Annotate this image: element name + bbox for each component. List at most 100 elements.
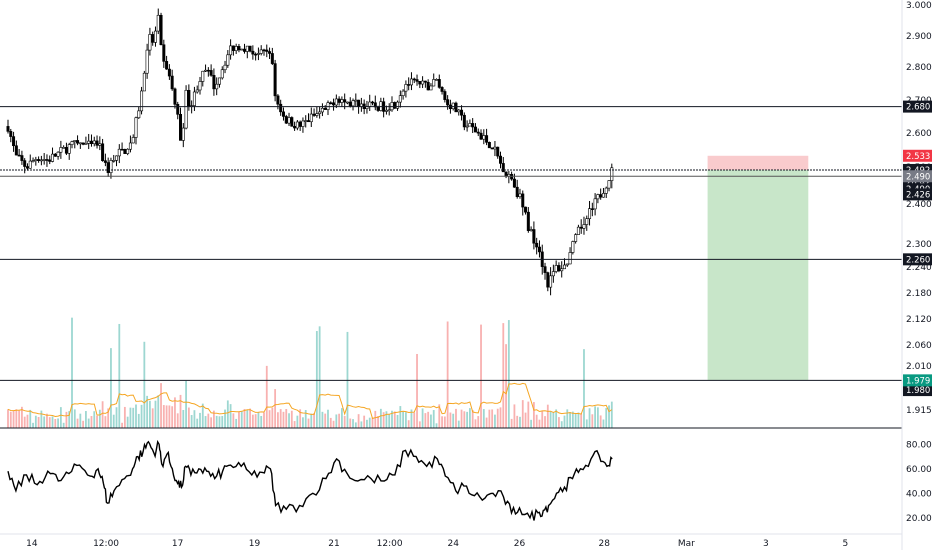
volume-bar bbox=[18, 410, 21, 428]
candle-body bbox=[304, 120, 308, 122]
candle-body bbox=[387, 109, 391, 112]
candle-body bbox=[245, 45, 249, 52]
volume-bar bbox=[218, 416, 221, 428]
price-tick-label: 2.400 bbox=[906, 200, 932, 210]
candle-body bbox=[293, 125, 297, 129]
volume-bar bbox=[352, 419, 354, 428]
volume-bar bbox=[196, 418, 199, 428]
volume-bar bbox=[502, 323, 505, 428]
volume-bar bbox=[126, 416, 129, 428]
candle-body bbox=[451, 102, 455, 110]
volume-bar bbox=[366, 419, 368, 428]
candle-body bbox=[501, 163, 505, 173]
volume-bar bbox=[382, 412, 385, 428]
candle-body bbox=[562, 264, 566, 270]
candle-body bbox=[206, 69, 210, 72]
candle-body bbox=[198, 81, 202, 91]
volume-bar bbox=[162, 405, 165, 428]
candle-body bbox=[273, 63, 277, 97]
candle-body bbox=[476, 131, 480, 134]
candle-body bbox=[384, 109, 388, 112]
candle-body bbox=[524, 206, 528, 213]
volume-bar bbox=[608, 405, 610, 428]
horizontal-levels[interactable] bbox=[0, 106, 902, 381]
candle-body bbox=[137, 110, 141, 119]
position-zones[interactable] bbox=[707, 155, 809, 381]
candle-body bbox=[601, 193, 605, 198]
volume-bar bbox=[432, 410, 435, 428]
candle-body bbox=[106, 162, 110, 173]
volume-bar bbox=[535, 414, 538, 428]
volume-bar bbox=[93, 411, 96, 428]
volume-bar bbox=[87, 418, 90, 428]
volume-bar bbox=[599, 415, 602, 428]
volume-bar bbox=[357, 414, 360, 428]
volume-bar bbox=[9, 411, 12, 428]
volume-bar bbox=[310, 413, 313, 428]
candle-body bbox=[460, 109, 464, 116]
volume-bar bbox=[566, 409, 569, 428]
candle-body bbox=[401, 90, 405, 96]
volume-bar bbox=[393, 411, 396, 428]
candle-body bbox=[543, 266, 547, 273]
candle-body bbox=[254, 53, 258, 56]
candle-body bbox=[515, 186, 519, 197]
time-tick-label: 28 bbox=[599, 539, 611, 549]
price-tick-label: 2.240 bbox=[906, 263, 932, 273]
volume-bar bbox=[477, 416, 480, 428]
volume-bar bbox=[377, 416, 379, 428]
volume-bar bbox=[7, 409, 9, 428]
candle-body bbox=[217, 77, 221, 85]
candle-body bbox=[284, 116, 288, 124]
candle-body bbox=[14, 145, 18, 156]
volume-bar bbox=[118, 323, 121, 428]
candle-body bbox=[31, 160, 35, 162]
volume-bar bbox=[496, 408, 499, 428]
volume-bar bbox=[494, 414, 496, 428]
volume-bar bbox=[207, 413, 210, 428]
candle-body bbox=[209, 70, 213, 76]
volume-bar bbox=[404, 412, 407, 428]
volume-bar bbox=[151, 408, 154, 428]
candle-body bbox=[28, 160, 32, 169]
volume-bar bbox=[505, 344, 507, 428]
volume-bar bbox=[532, 402, 535, 428]
candle-body bbox=[115, 155, 119, 161]
volume-bar bbox=[171, 406, 174, 428]
candle-body bbox=[404, 84, 408, 92]
volume-bar bbox=[157, 395, 160, 428]
candle-body bbox=[426, 81, 430, 91]
candle-body bbox=[432, 79, 436, 87]
candle-body bbox=[179, 114, 183, 141]
candle-body bbox=[423, 80, 427, 83]
candle-body bbox=[48, 159, 52, 162]
volume-bar bbox=[146, 395, 149, 428]
volume-bar bbox=[149, 400, 151, 428]
price-tick-label: 2.300 bbox=[906, 240, 932, 250]
volume-bar bbox=[302, 417, 304, 428]
candle-body bbox=[368, 101, 372, 107]
candle-body bbox=[309, 113, 313, 123]
price-badge-label: 28:42 bbox=[906, 178, 931, 188]
candle-body bbox=[465, 125, 469, 128]
candle-body bbox=[393, 102, 397, 109]
candle-body bbox=[187, 89, 191, 107]
time-tick-label: Mar bbox=[678, 539, 695, 549]
take-profit-zone[interactable] bbox=[707, 169, 809, 381]
candle-body bbox=[195, 89, 199, 93]
time-tick-label: 24 bbox=[447, 539, 459, 549]
stop-loss-zone[interactable] bbox=[707, 155, 809, 170]
volume-bar bbox=[23, 416, 26, 428]
candle-body bbox=[51, 153, 55, 162]
candle-body bbox=[39, 159, 43, 162]
candle-body bbox=[290, 117, 294, 127]
volume-bar bbox=[519, 416, 521, 428]
volume-bar bbox=[610, 401, 613, 428]
candle-body bbox=[237, 46, 241, 51]
oscillator-tick-label: 60.00 bbox=[906, 465, 932, 475]
candle-body bbox=[546, 272, 550, 288]
volume-bar bbox=[449, 412, 452, 428]
price-badge-label: 2.533 bbox=[906, 152, 930, 162]
candle-body bbox=[371, 101, 375, 104]
